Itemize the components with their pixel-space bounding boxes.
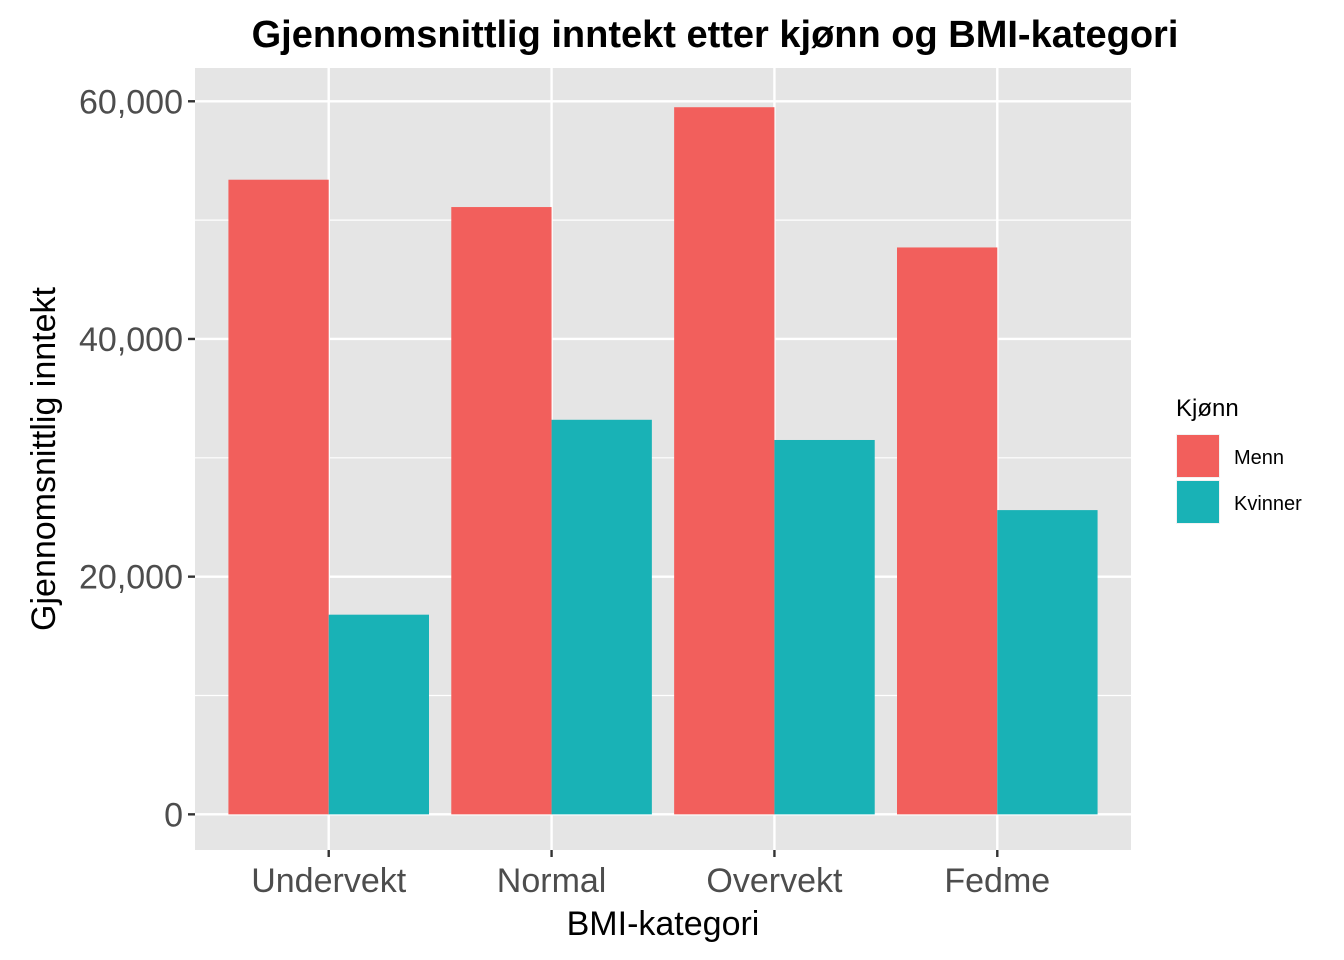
x-tick-label: Fedme — [944, 862, 1050, 900]
legend-title: Kjønn — [1176, 395, 1239, 422]
chart-title: Gjennomsnittlig inntekt etter kjønn og B… — [252, 14, 1179, 56]
y-tick-label: 60,000 — [79, 83, 183, 121]
bar-menn-undervekt — [228, 179, 329, 815]
x-tick-label: Normal — [497, 862, 607, 900]
legend-items: Menn Kvinner — [1176, 434, 1302, 524]
y-tick-label: 20,000 — [79, 559, 183, 597]
x-axis-title: BMI-kategori — [567, 905, 760, 943]
y-tick-label: 40,000 — [79, 321, 183, 359]
x-tick-label: Overvekt — [706, 862, 843, 900]
legend-swatch-kvinner — [1177, 481, 1219, 523]
y-axis: 0 20,000 40,000 60,000 — [79, 83, 195, 834]
bar-menn-normal — [451, 207, 552, 815]
x-axis: Undervekt Normal Overvekt Fedme — [251, 850, 1050, 900]
legend-label-menn: Menn — [1234, 447, 1284, 469]
legend: Kjønn Menn Kvinner — [1176, 395, 1302, 524]
legend-swatch-menn — [1177, 435, 1219, 477]
bar-menn-overvekt — [674, 107, 775, 815]
bar-menn-fedme — [897, 247, 998, 815]
bar-kvinner-overvekt — [774, 439, 875, 815]
bar-kvinner-fedme — [997, 510, 1098, 815]
x-tick-label: Undervekt — [251, 862, 407, 900]
y-axis-title: Gjennomsnittlig inntekt — [25, 286, 63, 631]
bar-kvinner-normal — [551, 419, 652, 815]
legend-label-kvinner: Kvinner — [1234, 493, 1302, 515]
bars — [228, 107, 1098, 815]
bar-kvinner-undervekt — [328, 614, 429, 815]
y-tick-label: 0 — [164, 796, 183, 834]
